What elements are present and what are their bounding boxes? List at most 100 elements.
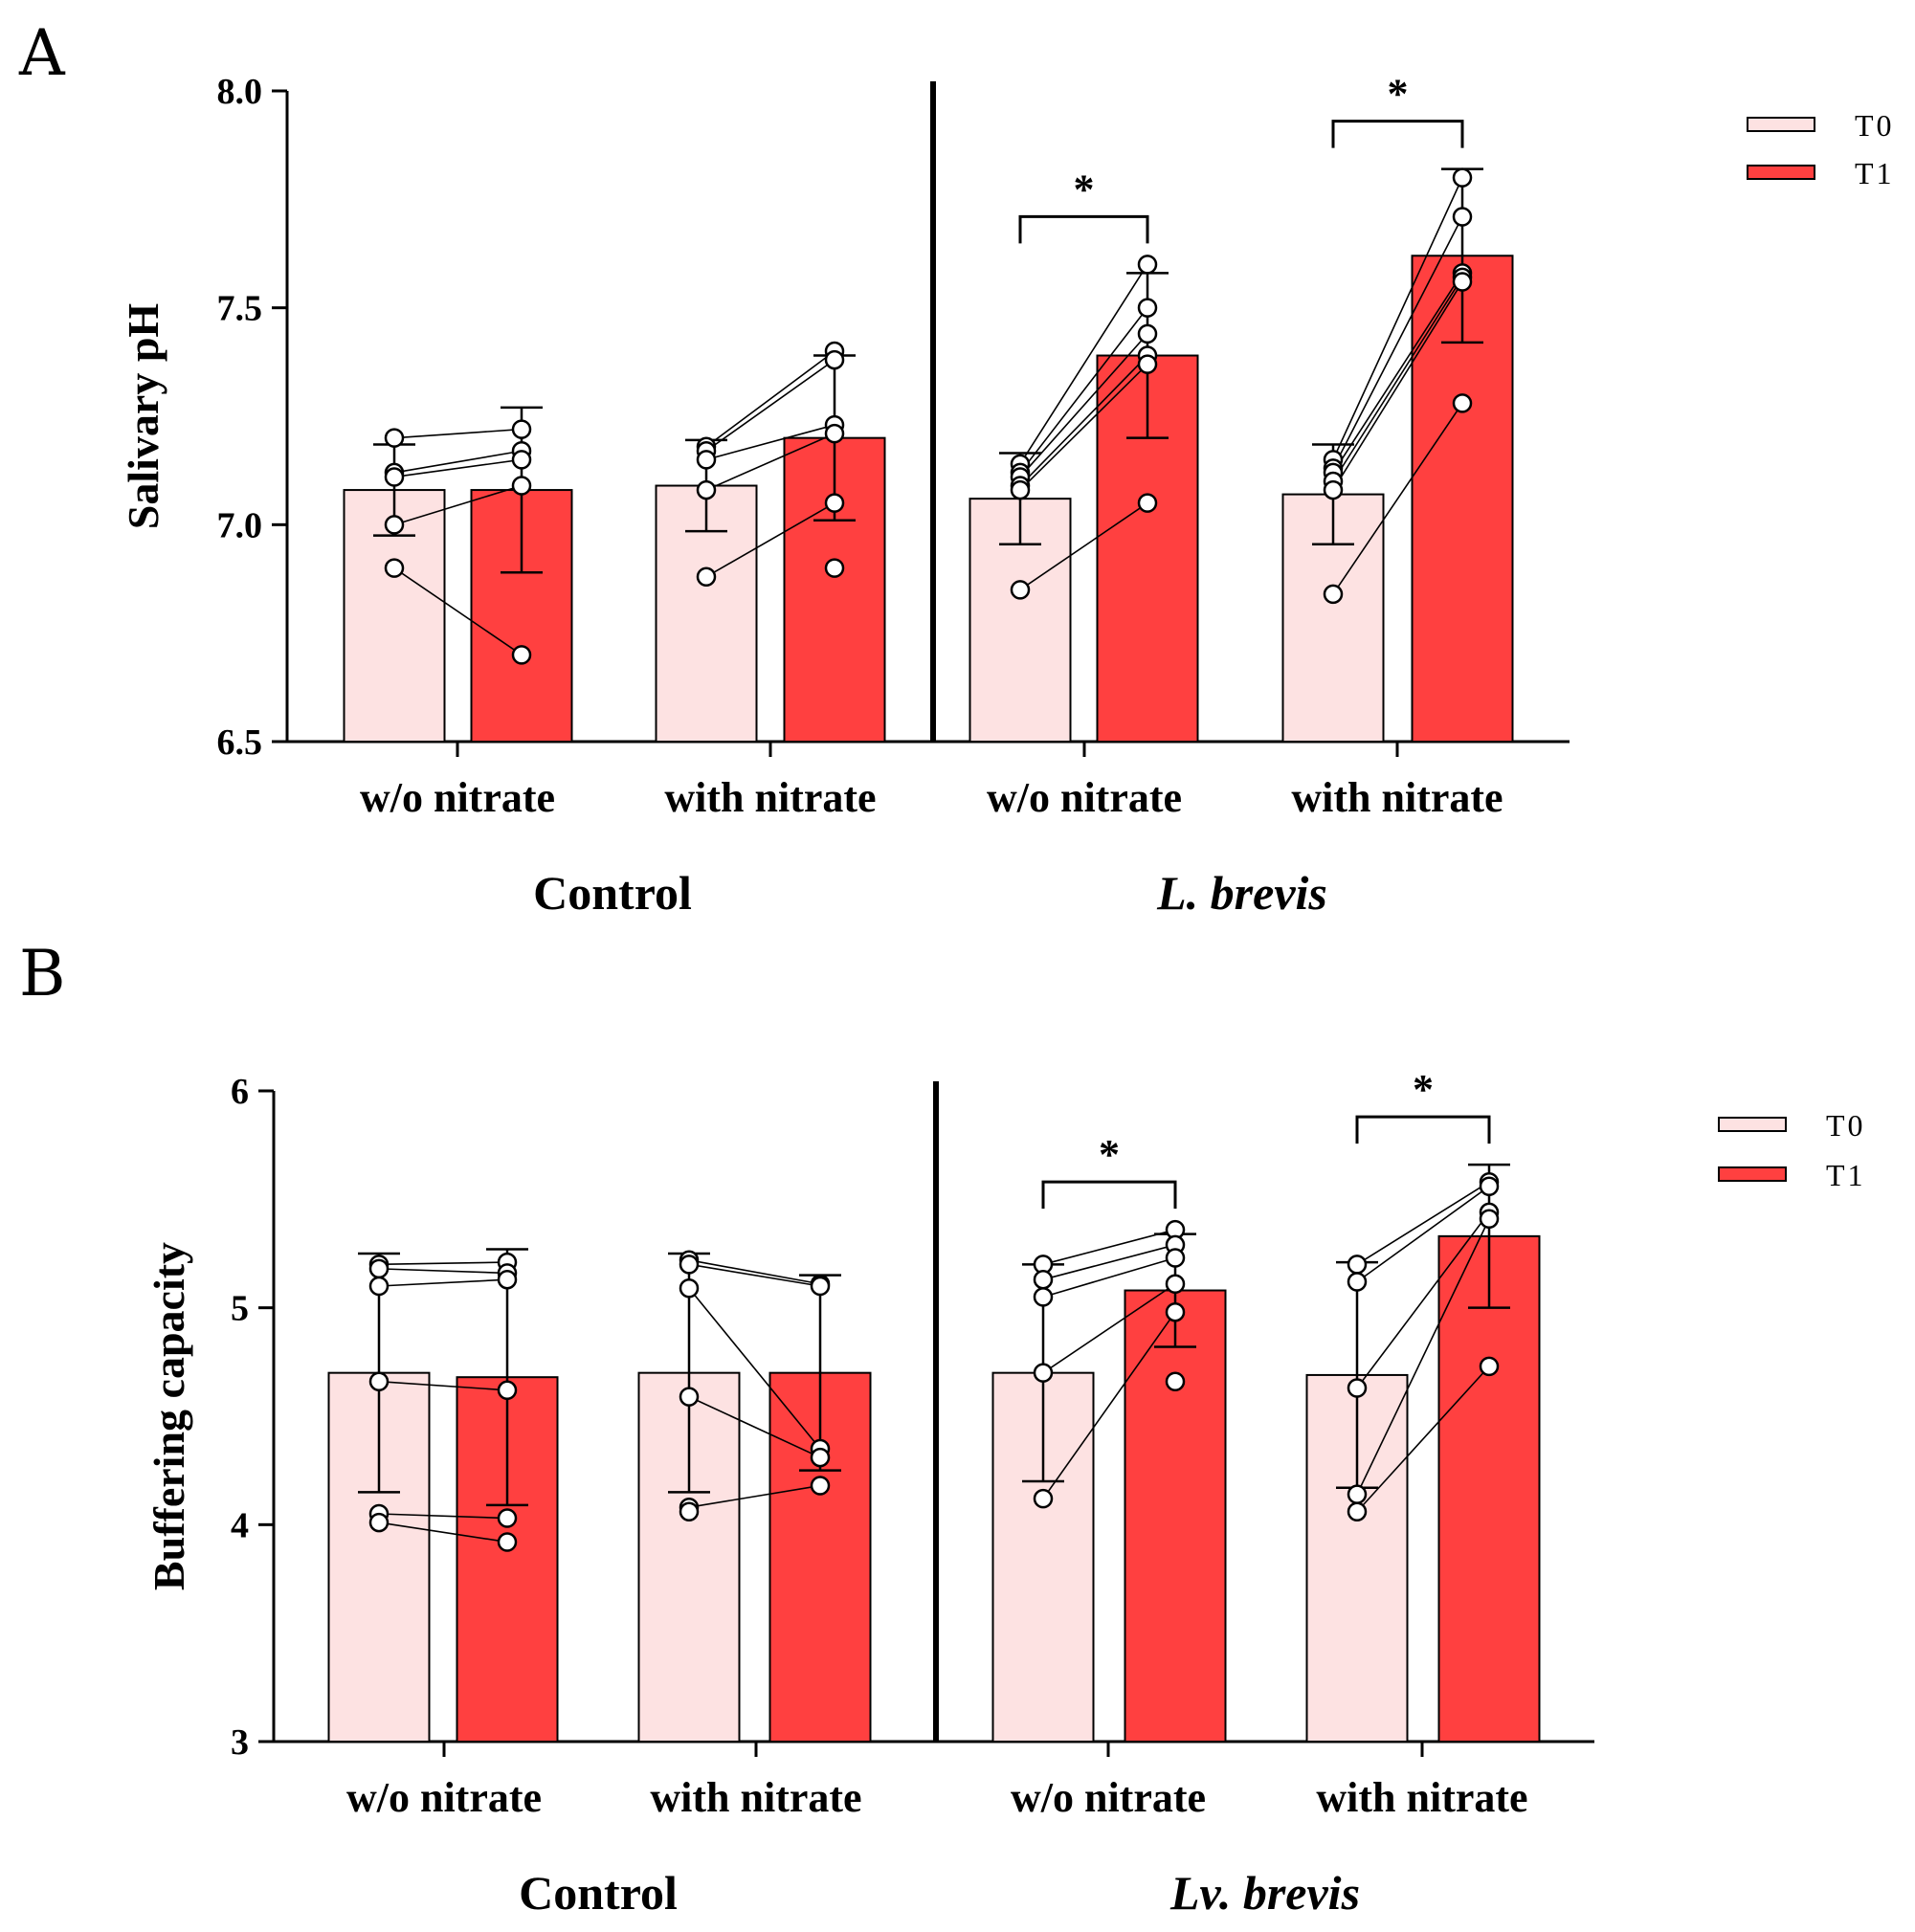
data-point (1137, 255, 1158, 275)
data-point (497, 1508, 518, 1528)
data-point (384, 558, 405, 578)
data-point (368, 1371, 390, 1391)
paired-line (1019, 502, 1148, 590)
group-label: Lv. brevis (1169, 1866, 1360, 1920)
paired-line (1042, 1311, 1176, 1499)
data-point (824, 349, 845, 370)
data-point (679, 1278, 700, 1299)
paired-line (1332, 216, 1463, 469)
paired-line (393, 428, 523, 439)
data-point (696, 450, 717, 470)
paired-line (393, 567, 523, 655)
legend-swatch-t0 (1747, 117, 1815, 132)
data-point (1137, 298, 1158, 318)
paired-line (688, 1484, 821, 1508)
significance-star: * (1388, 71, 1409, 118)
panel-letter: A (18, 16, 66, 90)
paired-line (1332, 402, 1463, 595)
data-point (679, 1501, 700, 1521)
paired-line (1356, 1211, 1490, 1389)
significance-bracket (1331, 120, 1464, 148)
data-point (696, 566, 717, 587)
y-tick-label: 6.5 (217, 722, 263, 763)
data-point (1323, 479, 1344, 500)
paired-line (1042, 1244, 1176, 1280)
data-point (810, 1476, 831, 1496)
data-point (384, 467, 405, 487)
significance-star: * (1413, 1066, 1434, 1113)
group-label: Control (533, 866, 692, 920)
data-point (1033, 1269, 1054, 1290)
data-point (1323, 584, 1344, 605)
x-tick-label: w/o nitrate (987, 774, 1182, 821)
data-point (1033, 1488, 1054, 1509)
legend-label: T1 (1855, 156, 1895, 190)
paired-line (688, 1259, 821, 1285)
data-point (696, 479, 717, 500)
bar-t1 (1124, 1289, 1227, 1743)
x-tick-label: w/o nitrate (1011, 1774, 1206, 1821)
data-point (497, 1380, 518, 1401)
significance-bracket (1018, 214, 1149, 244)
legend-swatch-t1 (1747, 165, 1815, 180)
paired-line (688, 1395, 821, 1458)
data-point (1165, 1371, 1186, 1391)
data-point (679, 1387, 700, 1407)
data-point (1479, 1209, 1500, 1229)
paired-line (1042, 1283, 1176, 1374)
paired-line (378, 1278, 508, 1287)
paired-line (705, 501, 835, 578)
paired-line (1019, 364, 1148, 491)
paired-line (1042, 1256, 1176, 1299)
y-tick-label: 8.0 (217, 72, 263, 112)
paired-line (1356, 1218, 1490, 1495)
paired-line (688, 1263, 821, 1287)
data-point (1137, 323, 1158, 344)
data-point (1010, 479, 1031, 500)
data-point (824, 558, 845, 578)
data-point (1165, 1248, 1186, 1268)
paired-line (1332, 272, 1463, 474)
paired-line (1019, 307, 1148, 474)
panel-letter: B (19, 937, 66, 1010)
paired-line (393, 484, 523, 526)
data-point (511, 419, 532, 439)
data-point (1033, 1363, 1054, 1383)
y-tick-label: 7.0 (217, 505, 263, 545)
x-tick-label: with nitrate (1316, 1774, 1527, 1821)
y-tick-label: 7.5 (217, 289, 263, 329)
legend-swatch-t1 (1718, 1166, 1787, 1182)
paired-line (705, 424, 835, 461)
data-point (368, 1276, 390, 1297)
paired-line (705, 350, 835, 448)
paired-line (378, 1380, 508, 1391)
paired-line (688, 1287, 821, 1450)
panel-B: B 3 4 5 6 Buffering capacity Control w/o nitrat… (19, 937, 1866, 1920)
significance-star: * (1074, 166, 1095, 212)
data-point (368, 1512, 390, 1533)
data-point (1479, 1176, 1500, 1196)
paired-line (1356, 1366, 1490, 1513)
x-tick-label: with nitrate (1291, 774, 1503, 821)
x-tick-label: with nitrate (664, 774, 876, 821)
paired-line (1332, 281, 1463, 491)
paired-line (378, 1513, 508, 1520)
data-point (1452, 393, 1473, 413)
data-point (511, 450, 532, 470)
legend-swatch-t0 (1718, 1117, 1787, 1132)
legend-label: T1 (1826, 1158, 1866, 1192)
significance-bracket (1355, 1115, 1491, 1144)
significance-bracket (1041, 1180, 1177, 1210)
paired-line (1019, 263, 1148, 465)
y-tick-label: 5 (231, 1289, 249, 1329)
data-point (1347, 1272, 1368, 1292)
data-point (1137, 493, 1158, 513)
paired-line (1332, 277, 1463, 482)
data-point (810, 1276, 831, 1297)
paired-line (378, 1261, 508, 1266)
y-axis-label: Buffering capacity (145, 1242, 193, 1590)
data-point (497, 1269, 518, 1290)
